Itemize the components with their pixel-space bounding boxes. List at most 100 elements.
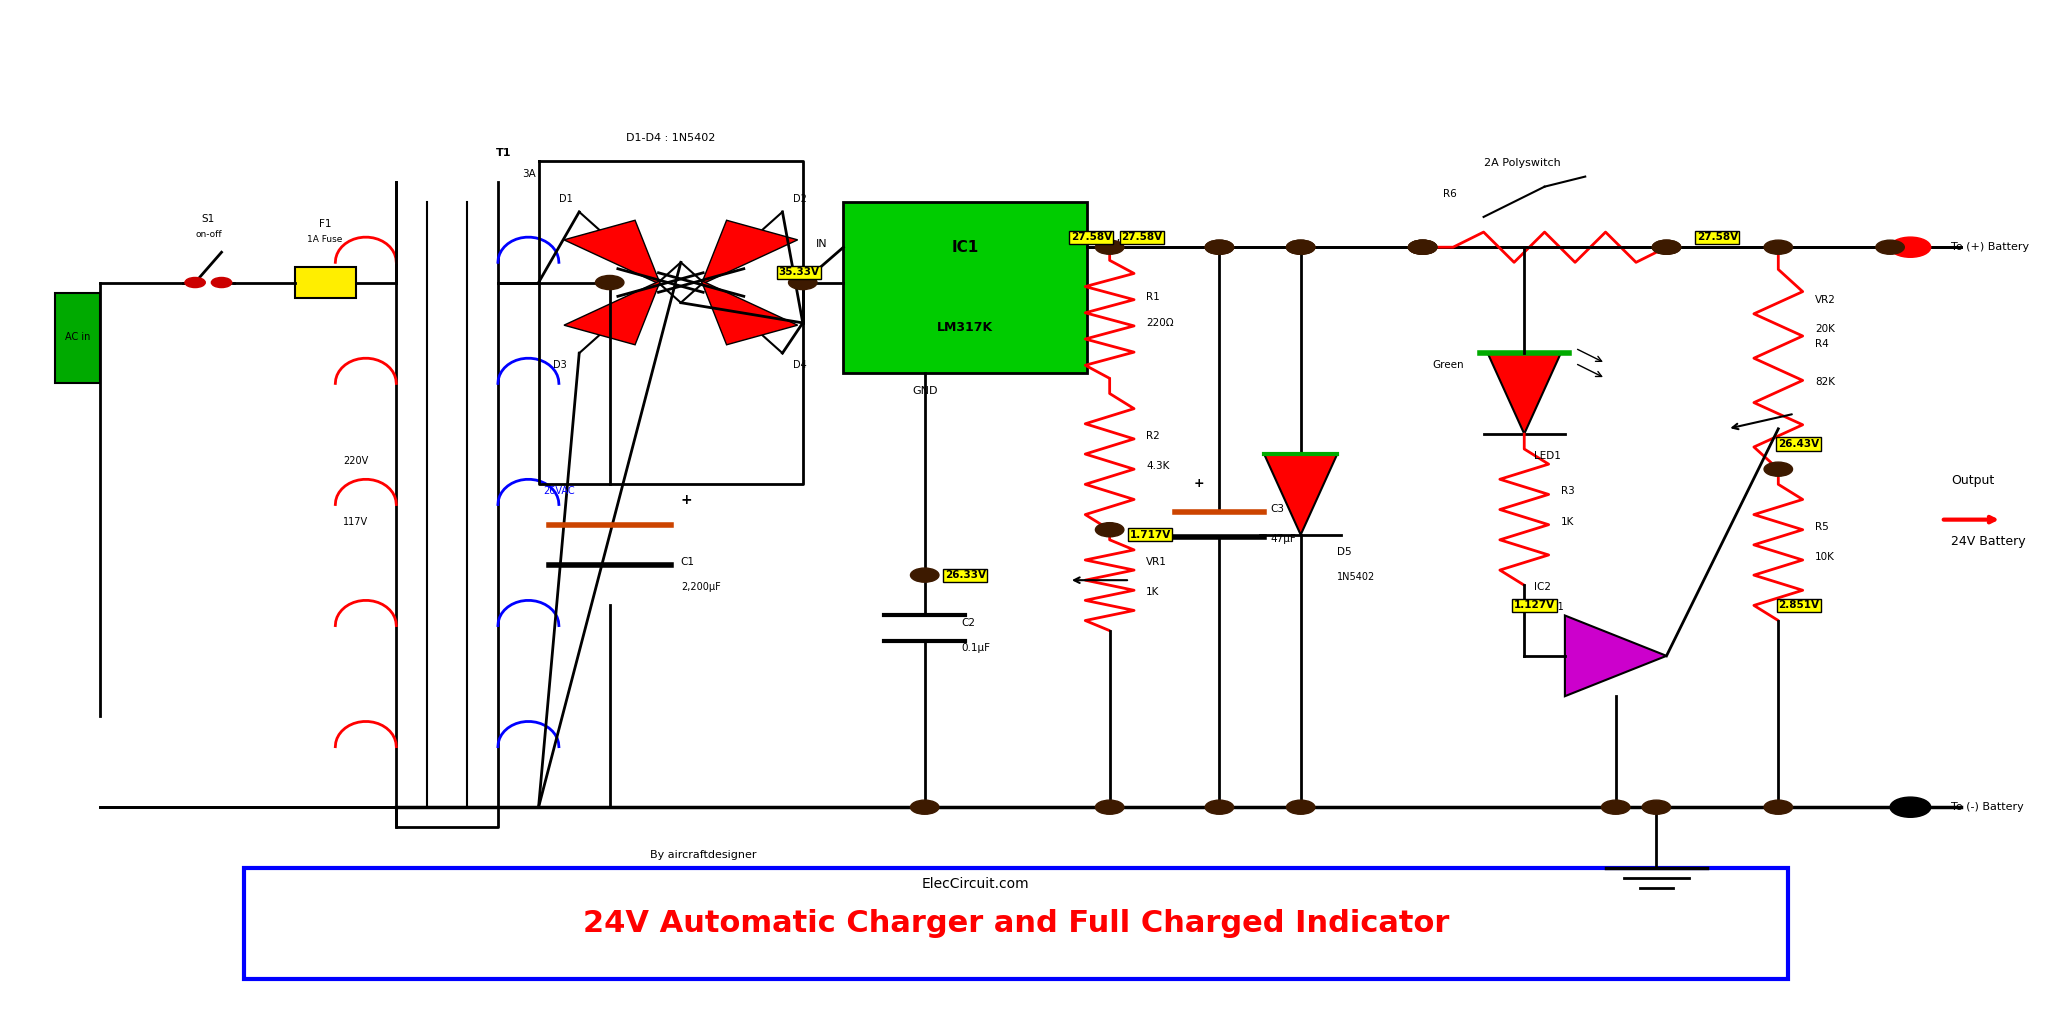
Text: 1.717V: 1.717V [1130,530,1171,540]
Circle shape [1875,240,1904,254]
Circle shape [1889,797,1930,817]
Polygon shape [1265,454,1337,535]
Text: IN: IN [815,239,827,249]
Text: 35.33V: 35.33V [778,267,819,277]
Text: 0.1μF: 0.1μF [962,643,991,653]
Text: 82K: 82K [1816,376,1834,386]
Polygon shape [702,220,798,285]
Text: 1N5402: 1N5402 [1337,572,1376,582]
Text: Output: Output [1951,474,1994,487]
Circle shape [1286,800,1314,814]
Text: 1K: 1K [1146,587,1159,597]
Text: LM317K: LM317K [938,322,993,334]
Text: 27.58V: 27.58V [1697,232,1738,242]
Circle shape [1889,237,1930,257]
Text: R4: R4 [1816,339,1828,349]
Text: To (-) Battery: To (-) Battery [1951,802,2024,812]
Text: 220Ω: 220Ω [1146,318,1173,328]
Circle shape [911,568,940,582]
Circle shape [184,277,205,288]
Circle shape [1408,240,1437,254]
Text: D1-D4 : 1N5402: D1-D4 : 1N5402 [626,133,714,143]
Text: 2A Polyswitch: 2A Polyswitch [1484,158,1560,169]
Text: 20K: 20K [1816,324,1834,334]
Text: +: + [1193,477,1204,489]
Text: D3: D3 [553,360,567,370]
Polygon shape [1488,353,1560,434]
Text: R2: R2 [1146,431,1161,441]
Text: D5: D5 [1337,547,1351,557]
Circle shape [1206,240,1234,254]
Text: T1: T1 [495,148,512,158]
Text: 2.851V: 2.851V [1779,600,1820,610]
Text: VR1: VR1 [1146,557,1167,567]
Circle shape [1765,240,1793,254]
Text: R6: R6 [1443,189,1457,199]
Text: R5: R5 [1816,522,1828,532]
Text: 3A: 3A [522,169,536,179]
Circle shape [1642,800,1670,814]
FancyBboxPatch shape [244,868,1789,979]
Circle shape [1601,800,1629,814]
Text: D4: D4 [792,360,807,370]
Polygon shape [1564,615,1666,696]
Text: ElecCircuit.com: ElecCircuit.com [921,877,1030,891]
Circle shape [1286,240,1314,254]
Text: 4.3K: 4.3K [1146,461,1169,471]
Text: R1: R1 [1146,292,1161,302]
Text: C2: C2 [962,618,974,628]
FancyBboxPatch shape [843,202,1087,373]
Text: on-off: on-off [194,230,221,239]
Circle shape [1095,240,1124,254]
Text: C3: C3 [1271,504,1283,514]
Text: AC in: AC in [66,332,90,342]
Text: 47μF: 47μF [1271,535,1296,544]
Text: 117V: 117V [344,517,368,527]
Text: VR2: VR2 [1816,295,1836,305]
Text: IC2: IC2 [1535,582,1552,592]
Circle shape [1095,800,1124,814]
Circle shape [911,800,940,814]
Circle shape [1206,240,1234,254]
Text: 1A Fuse: 1A Fuse [307,235,342,244]
Text: To (+) Battery: To (+) Battery [1951,242,2029,252]
Text: D1: D1 [559,194,573,204]
Text: S1: S1 [203,214,215,224]
Circle shape [1095,523,1124,537]
Circle shape [1652,240,1681,254]
Circle shape [211,277,231,288]
Text: 2,200μF: 2,200μF [682,582,721,592]
Text: TL431: TL431 [1535,602,1564,612]
Text: 1K: 1K [1560,517,1574,527]
Text: 10K: 10K [1816,552,1834,562]
Text: 220V: 220V [344,456,368,466]
Circle shape [1408,240,1437,254]
Circle shape [1765,462,1793,476]
FancyBboxPatch shape [55,293,100,383]
Text: 26.43V: 26.43V [1779,439,1820,449]
Text: C1: C1 [682,557,694,567]
Polygon shape [702,281,798,345]
Text: D2: D2 [792,194,807,204]
Circle shape [1408,240,1437,254]
Text: +: + [1912,240,1922,250]
Text: IC1: IC1 [952,240,978,254]
Polygon shape [565,220,661,285]
Circle shape [788,275,817,290]
Text: +: + [682,493,692,508]
Polygon shape [565,281,661,345]
Text: 24V Battery: 24V Battery [1951,535,2027,548]
Text: By aircraftdesigner: By aircraftdesigner [651,850,757,860]
Text: 27.58V: 27.58V [1071,232,1112,242]
Circle shape [1286,240,1314,254]
Text: 27.58V: 27.58V [1122,232,1163,242]
Text: Green: Green [1433,360,1464,370]
Text: LED1: LED1 [1535,451,1562,461]
Text: GND: GND [913,385,938,396]
Circle shape [1206,800,1234,814]
Text: R3: R3 [1560,486,1574,496]
Text: 24V Automatic Charger and Full Charged Indicator: 24V Automatic Charger and Full Charged I… [583,909,1449,937]
Text: 26VAC: 26VAC [542,486,575,496]
Text: OUT: OUT [1103,239,1128,249]
Text: 1.127V: 1.127V [1515,600,1556,610]
